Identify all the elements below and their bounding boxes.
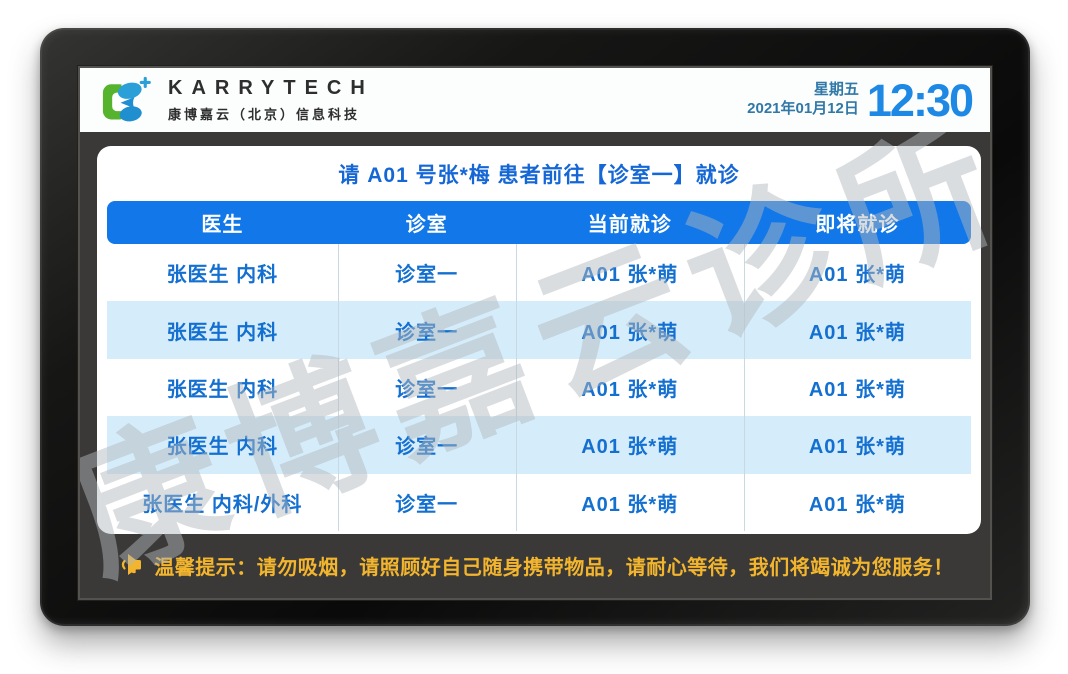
brand-text-block: KARRYTECH 康博嘉云（北京）信息科技 — [168, 77, 374, 123]
table-rows: 张医生 内科 诊室一 A01 张*萌 A01 张*萌 张医生 内科 诊室一 A01 张*萌 A… — [107, 244, 971, 531]
clock-block: 星期五 2021年01月12日 12:30 — [747, 74, 974, 126]
table-cell: 诊室一 — [395, 264, 459, 287]
table-row: 张医生 内科/外科 诊室一 A01 张*萌 A01 张*萌 — [107, 474, 971, 531]
megaphone-icon — [122, 554, 142, 575]
table-cell: 张医生 内科 — [166, 264, 279, 287]
table-cell: 张医生 内科/外科 — [142, 493, 303, 516]
brand-subtitle: 康博嘉云（北京）信息科技 — [168, 107, 361, 122]
monitor-bezel: KARRYTECH 康博嘉云（北京）信息科技 星期五 2021年01月12日 1… — [40, 28, 1030, 626]
date-label: 2021年01月12日 — [747, 100, 859, 117]
display-screen: KARRYTECH 康博嘉云（北京）信息科技 星期五 2021年01月12日 1… — [80, 68, 990, 598]
notice-bar: 温馨提示：请勿吸烟，请照顾好自己随身携带物品，请耐心等待，我们将竭诚为您服务！ — [80, 548, 990, 582]
table-cell: 张医生 内科 — [166, 321, 279, 344]
table-header-cell: 即将就诊 — [815, 214, 900, 236]
table-row: 张医生 内科 诊室一 A01 张*萌 A01 张*萌 — [107, 244, 971, 301]
table-cell: A01 张*萌 — [808, 378, 906, 401]
table-cell: A01 张*萌 — [808, 321, 906, 344]
table-cell: A01 张*萌 — [581, 436, 679, 459]
brand-name: KARRYTECH — [168, 77, 374, 99]
call-announcement: 请 A01 号张*梅 患者前往【诊室一】就诊 — [338, 164, 740, 187]
table-header-cell: 诊室 — [405, 214, 448, 236]
table-cell: A01 张*萌 — [581, 321, 679, 344]
table-cell: 诊室一 — [395, 436, 459, 459]
table-header-cell: 当前就诊 — [587, 214, 672, 236]
table-row: 张医生 内科 诊室一 A01 张*萌 A01 张*萌 — [107, 301, 971, 359]
table-cell: A01 张*萌 — [581, 264, 679, 287]
weekday-label: 星期五 — [813, 81, 859, 99]
table-cell: 张医生 内科 — [166, 378, 279, 401]
table-header-row: 医生 诊室 当前就诊 即将就诊 — [107, 201, 971, 244]
table-cell: A01 张*萌 — [581, 493, 679, 516]
date-block: 星期五 2021年01月12日 — [747, 81, 859, 119]
table-cell: A01 张*萌 — [581, 378, 679, 401]
time-display: 12:30 — [866, 74, 974, 126]
table-cell: A01 张*萌 — [808, 436, 906, 459]
header-bar: KARRYTECH 康博嘉云（北京）信息科技 星期五 2021年01月12日 1… — [80, 68, 990, 132]
column-divider — [743, 244, 745, 531]
column-divider — [515, 244, 517, 531]
table-cell: A01 张*萌 — [808, 264, 906, 287]
table-row: 张医生 内科 诊室一 A01 张*萌 A01 张*萌 — [107, 416, 971, 474]
notice-text: 温馨提示：请勿吸烟，请照顾好自己随身携带物品，请耐心等待，我们将竭诚为您服务！ — [154, 556, 954, 579]
table-row: 张医生 内科 诊室一 A01 张*萌 A01 张*萌 — [107, 359, 971, 416]
queue-card: 请 A01 号张*梅 患者前往【诊室一】就诊 医生 诊室 当前就诊 即将就诊 张医生 … — [97, 146, 981, 534]
table-header-cell: 医生 — [201, 214, 244, 236]
table-cell: 张医生 内科 — [166, 436, 279, 459]
table-cell: A01 张*萌 — [808, 493, 906, 516]
table-cell: 诊室一 — [395, 378, 459, 401]
table-cell: 诊室一 — [395, 321, 459, 344]
karrytech-logo-icon — [102, 76, 151, 122]
column-divider — [337, 244, 339, 531]
table-cell: 诊室一 — [395, 493, 459, 516]
